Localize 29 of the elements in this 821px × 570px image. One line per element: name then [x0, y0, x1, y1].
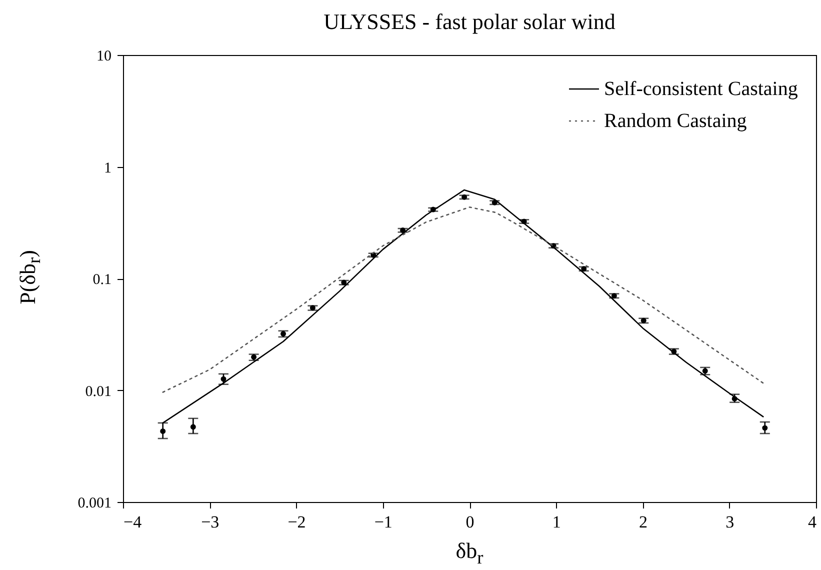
x-axis-title: δb$_{r}$: [454, 538, 484, 568]
y-tick-label: 10: [96, 48, 112, 64]
x-tick-label: 1: [552, 512, 561, 532]
y-tick-label: 0.01: [85, 384, 112, 400]
point: [400, 228, 406, 234]
point: [310, 305, 316, 311]
x-tick-label: −3: [201, 512, 220, 532]
point: [190, 424, 196, 430]
point: [611, 293, 617, 299]
chart-title: ULYSSES - fast polar solar wind: [324, 9, 616, 34]
point: [762, 425, 768, 431]
x-tick-label: 0: [466, 512, 474, 532]
x-tick-label: 4: [808, 512, 817, 532]
x-tick-label: 2: [639, 512, 648, 532]
point: [220, 376, 226, 382]
point: [160, 428, 166, 434]
point: [251, 354, 257, 360]
legend-label: Self-consistent Castaing: [604, 78, 798, 100]
y-tick-label: 1: [104, 160, 112, 176]
x-tick-label: −1: [374, 512, 392, 532]
point: [462, 194, 468, 200]
x-tick-label: 3: [726, 512, 734, 532]
point: [581, 266, 587, 272]
y-tick-label: 0.001: [78, 496, 112, 512]
y-tick-label: 0.1: [92, 272, 112, 288]
line-series: [162, 206, 764, 393]
x-tick-label: −4: [124, 512, 142, 532]
x-tick-label: −2: [288, 512, 306, 532]
legend-label: Random Castaing: [604, 110, 747, 132]
